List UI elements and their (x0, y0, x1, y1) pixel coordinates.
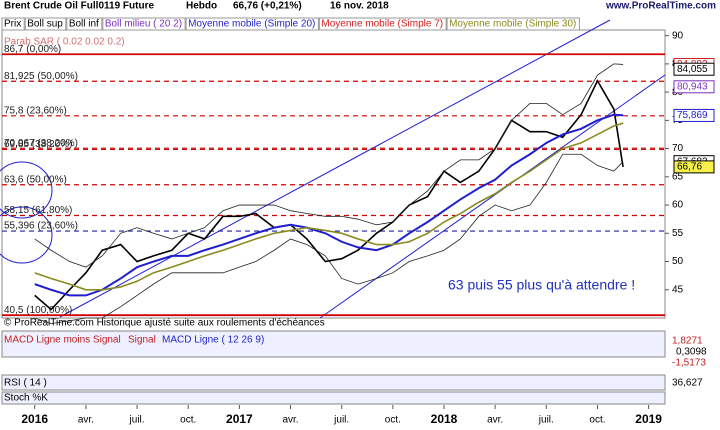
series-line (34, 122, 624, 291)
level-label: 86,7 (0,00%) (4, 44, 61, 55)
level-label: 55,396 (23,60%) (4, 221, 78, 232)
macd-label: Signal (128, 335, 156, 346)
x-tick-label: avr. (78, 415, 94, 426)
macd-tag: 1,8271 (672, 336, 703, 347)
x-tick-label: juil. (333, 415, 349, 426)
circle-annotation (0, 161, 53, 219)
level-label: 75,8 (23,60%) (4, 105, 67, 116)
x-tick-label: oct. (589, 415, 605, 426)
y-tick-label: 60 (672, 200, 684, 211)
footnote: © ProRealTime.com Historique ajusté suit… (4, 318, 325, 329)
y-tick-label: 50 (672, 256, 684, 267)
channel-line (59, 19, 611, 318)
rsi-tag: 36,627 (672, 378, 703, 389)
y-tick-label: 45 (672, 284, 684, 295)
price-tag (673, 80, 715, 94)
price-tag-label: 75,869 (677, 110, 708, 121)
legend-box (66, 17, 103, 31)
x-tick-label: 2016 (21, 412, 48, 426)
legend-entry: Moyenne mobile (Simple 20) (188, 19, 315, 30)
rsi-panel (1, 374, 666, 391)
legend-entry: Moyenne mobile (Simple 30) (449, 19, 576, 30)
circle-annotation (0, 206, 53, 264)
legend-box (185, 17, 319, 31)
x-tick-label: avr. (487, 415, 503, 426)
level-label: 40,5 (100,00%) (4, 305, 72, 316)
price-tag (673, 62, 715, 76)
level-label: 81,925 (50,00%) (4, 71, 78, 82)
x-tick-label: oct. (180, 415, 196, 426)
price-tag-label: 80,943 (677, 81, 708, 92)
series-line (34, 63, 624, 268)
rsi-label: RSI ( 14 ) (4, 378, 47, 389)
y-tick-label: 65 (672, 171, 684, 182)
x-tick-label: juil. (129, 415, 145, 426)
date: 16 nov. 2018 (330, 1, 389, 12)
x-tick-label: 2018 (431, 412, 458, 426)
legend-box (446, 17, 580, 31)
level-label: 63,6 (50,00%) (4, 174, 67, 185)
macd-panel (1, 330, 666, 358)
y-tick-label: 55 (672, 228, 684, 239)
macd-label: MACD Ligne ( 12 26 9) (162, 335, 264, 346)
legend-entry: Moyenne mobile (Simple 7) (321, 19, 443, 30)
legend-box (102, 17, 186, 31)
period: Hebdo (186, 1, 217, 12)
price-panel (1, 29, 666, 319)
site: www.ProRealTime.com (605, 1, 716, 12)
x-tick-label: avr. (282, 415, 298, 426)
series-line (34, 153, 624, 325)
y-tick-label: 90 (672, 30, 684, 41)
price-tag-label: 84,055 (677, 64, 708, 75)
price-tag (673, 160, 715, 174)
legend-entry: Boll inf (69, 19, 99, 30)
level-label: 69,85 (38,20%) (4, 139, 72, 150)
y-tick-label: 70 (672, 143, 684, 154)
title: Brent Crude Oil Full0119 Future (4, 1, 154, 12)
x-tick-label: 2019 (635, 412, 662, 426)
legend-box (318, 17, 447, 31)
series-line (34, 79, 624, 311)
stoch-label: Stoch %K (4, 393, 48, 404)
legend-entry: Boll sup (27, 19, 63, 30)
price-tag-label: 66,76 (677, 162, 702, 173)
annotation: 63 puis 55 plus qu'à attendre ! (448, 277, 635, 293)
series-line (34, 113, 624, 297)
sar-label: Parab SAR ( 0.02 0.02 0.2) (4, 37, 125, 48)
macd-label: MACD Ligne moins Signal (4, 335, 121, 346)
level-label: 58,15 (61,80%) (4, 205, 72, 216)
x-tick-label: juil. (538, 415, 554, 426)
macd-tag: 0,3098 (676, 347, 707, 358)
legend-box (1, 17, 25, 31)
legend-entry: Prix (4, 19, 21, 30)
price-tag (673, 108, 715, 122)
level-label: 70,067 (38,20%) (4, 138, 78, 149)
macd-tag: -1,5173 (672, 358, 706, 369)
x-tick-label: oct. (385, 415, 401, 426)
x-tick-label: 2017 (226, 412, 253, 426)
legend-entry: Boll milieu ( 20 2) (105, 19, 182, 30)
legend-box (24, 17, 67, 31)
stoch-panel (1, 391, 666, 405)
price: 66,76 (+0,21%) (233, 1, 302, 12)
